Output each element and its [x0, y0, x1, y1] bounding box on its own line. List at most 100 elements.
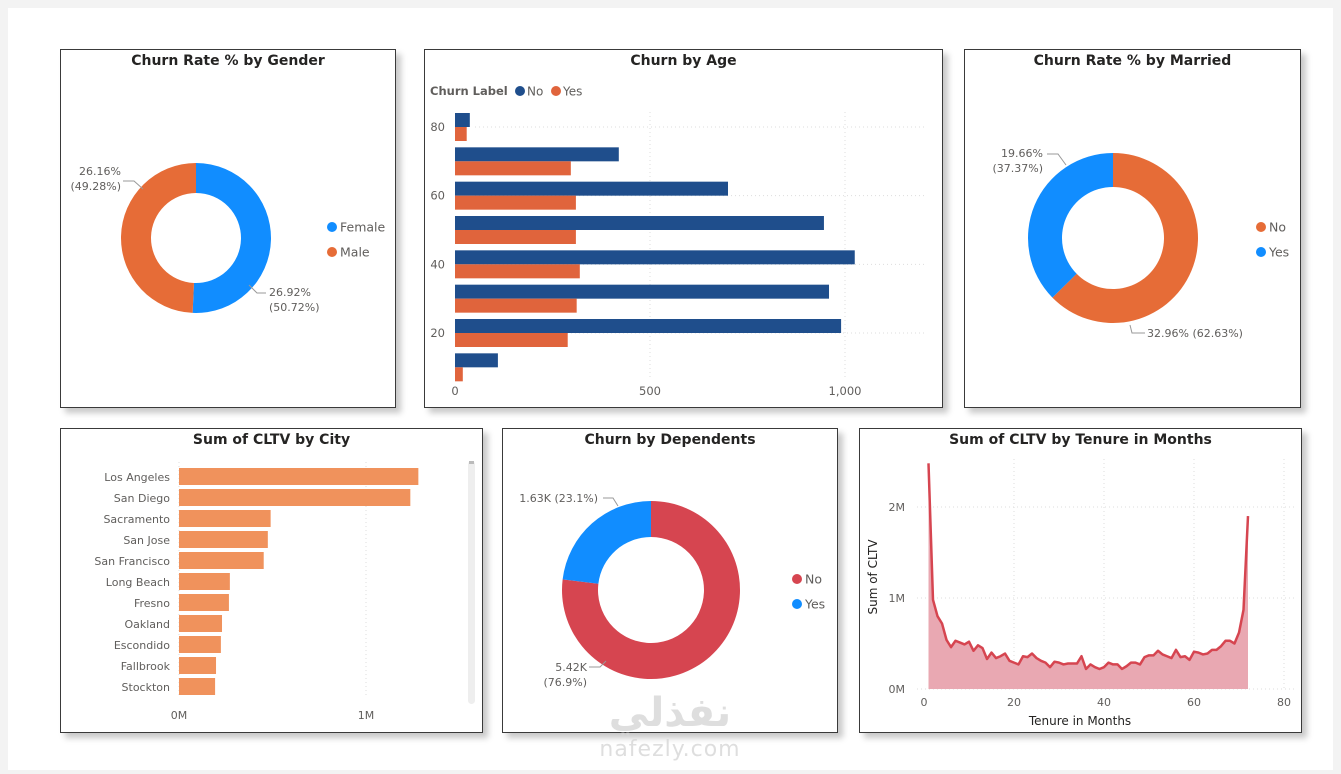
leader-line	[123, 180, 144, 190]
bar-escondido	[179, 636, 221, 653]
chart-title: Churn by Dependents	[584, 432, 756, 448]
legend-marker-female	[327, 222, 337, 232]
legend-marker-no	[515, 86, 525, 96]
category-label: Escondido	[114, 639, 170, 652]
y-tick-label: 1M	[889, 592, 906, 605]
scrollbar-track	[468, 461, 475, 704]
x-tick-label: 0	[451, 384, 458, 398]
category-label: Fallbrook	[121, 660, 171, 673]
category-label: Long Beach	[106, 576, 170, 589]
bar-yes-age-40	[455, 264, 580, 279]
chart-title: Sum of CLTV by City	[192, 432, 351, 448]
bar-oakland	[179, 615, 223, 632]
bar-no-age-10	[455, 353, 498, 368]
legend-label-yes: Yes	[1268, 245, 1289, 260]
bar-yes-age-60	[455, 195, 576, 210]
y-tick-label: 80	[430, 120, 445, 134]
legend-marker-no	[1256, 222, 1266, 232]
data-label: (50.72%)	[269, 301, 320, 314]
legend-label-no: No	[527, 85, 543, 99]
bar-sacramento	[179, 510, 271, 527]
churn-by-dependents-card[interactable]: Churn by Dependents 5.42K (76.9%) 1.63K (2…	[502, 428, 838, 733]
data-label: (76.9%)	[543, 676, 587, 689]
bar-yes-age-20	[455, 333, 568, 347]
bar-no-age-70	[455, 147, 619, 162]
category-label: Fresno	[134, 597, 170, 610]
churn-rate-by-married-card[interactable]: Churn Rate % by Married 32.96% (62.63%) 1…	[964, 49, 1301, 408]
x-tick-label: 60	[1187, 696, 1201, 709]
legend-label-male: Male	[340, 245, 370, 260]
bar-no-age-60	[455, 181, 728, 196]
x-tick-label: 20	[1007, 696, 1021, 709]
data-label: 32.96% (62.63%)	[1147, 327, 1243, 340]
y-tick-label: 60	[430, 189, 445, 203]
bar-fallbrook	[179, 657, 217, 674]
cltv-by-tenure-card[interactable]: Sum of CLTV by Tenure in Months 0 20 40 60 8…	[859, 428, 1302, 733]
category-label: San Diego	[114, 492, 170, 505]
bar-san-francisco	[179, 552, 264, 569]
legend-marker-yes	[551, 86, 561, 96]
age-bar-chart: Churn Label No Yes 80 60 40 20 0 500 1,000	[430, 84, 925, 398]
cltv-by-city-card[interactable]: Sum of CLTV by City 0M 1M Los Angeles San D…	[60, 428, 483, 733]
donut-slice-yes	[562, 501, 651, 584]
x-tick-label: 500	[639, 384, 661, 398]
scrollbar-thumb	[469, 461, 474, 464]
leader-line	[248, 284, 266, 294]
bar-stockton	[179, 678, 216, 695]
churn-by-age-card[interactable]: Churn by Age Churn Label No Yes 80 60 40 20 0 50…	[424, 49, 943, 408]
legend-marker-male	[327, 247, 337, 257]
category-label: Sacramento	[103, 513, 170, 526]
y-axis-title: Sum of CLTV	[866, 539, 880, 615]
data-label: 26.16%	[79, 165, 121, 178]
area-fill	[928, 463, 1248, 689]
category-label: Oakland	[124, 618, 170, 631]
category-label: San Francisco	[94, 555, 170, 568]
x-axis-title: Tenure in Months	[1028, 714, 1131, 728]
chart-title: Sum of CLTV by Tenure in Months	[949, 432, 1212, 448]
data-label: 1.63K (23.1%)	[519, 492, 598, 505]
churn-rate-by-gender-card[interactable]: Churn Rate % by Gender 26.92% (50.72%) 26.…	[60, 49, 396, 408]
x-tick-label: 1M	[358, 709, 375, 722]
legend-marker-no	[792, 574, 802, 584]
bar-san-diego	[179, 489, 411, 506]
bar-fresno	[179, 594, 229, 611]
bar-no-age-50	[455, 216, 824, 230]
legend-marker-yes	[792, 599, 802, 609]
married-donut-chart: 32.96% (62.63%) 19.66% (37.37%) No Yes	[992, 147, 1289, 340]
chart-title: Churn by Age	[630, 53, 737, 69]
category-label: Los Angeles	[104, 471, 170, 484]
bar-yes-age-30	[455, 298, 577, 313]
legend-label-yes: Yes	[804, 597, 825, 612]
donut-slice-yes	[1028, 153, 1113, 298]
legend-title: Churn Label	[430, 84, 508, 98]
bar-no-age-30	[455, 284, 830, 299]
leader-line	[603, 497, 619, 507]
chart-title: Churn Rate % by Gender	[131, 53, 325, 69]
bar-san-jose	[179, 531, 268, 548]
y-tick-label: 0M	[889, 683, 906, 696]
series-line	[927, 463, 1250, 671]
data-label: 19.66%	[1001, 147, 1043, 160]
legend-marker-yes	[1256, 247, 1266, 257]
dependents-donut-chart: 5.42K (76.9%) 1.63K (23.1%) No Yes	[519, 492, 825, 689]
bar-yes-age-50	[455, 230, 576, 244]
category-label: Stockton	[122, 681, 170, 694]
donut-slice-female	[192, 163, 271, 313]
legend-label-female: Female	[340, 220, 386, 235]
bar-yes-age-80	[455, 127, 467, 141]
leader-line	[589, 660, 607, 668]
bar-no-age-40	[455, 250, 855, 265]
legend-label-no: No	[805, 572, 822, 587]
data-label: 26.92%	[269, 286, 311, 299]
x-tick-label: 0	[921, 696, 928, 709]
category-label: San Jose	[123, 534, 170, 547]
tenure-area-chart: 0 20 40 60 80 0M 1M 2M Tenure in Months Sum of CL…	[866, 459, 1294, 728]
city-bar-chart: 0M 1M Los Angeles San Diego Sacramento San Jo…	[94, 461, 475, 722]
bar-no-age-80	[455, 113, 470, 127]
bar-long-beach	[179, 573, 230, 590]
x-tick-label: 40	[1097, 696, 1111, 709]
donut-slice-no	[1052, 153, 1198, 323]
legend-label-no: No	[1269, 220, 1286, 235]
x-tick-label: 80	[1277, 696, 1291, 709]
data-label: (37.37%)	[992, 162, 1043, 175]
